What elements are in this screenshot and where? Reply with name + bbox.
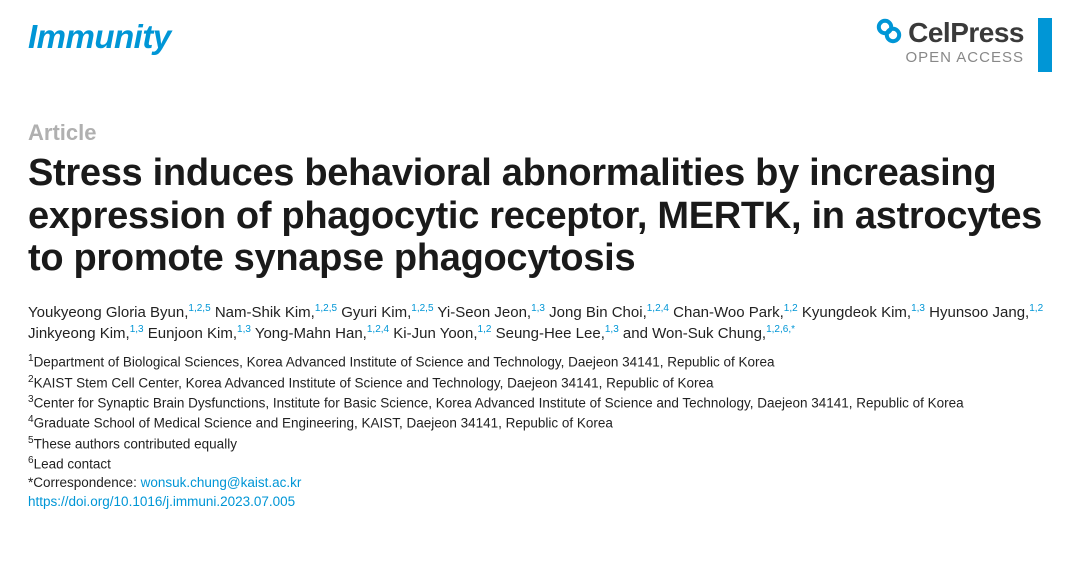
author-list: Youkyeong Gloria Byun,1,2,5 Nam-Shik Kim… [28,302,1052,345]
affiliation: 5These authors contributed equally [28,434,1052,454]
author-affs: 1,2,5 [411,303,433,314]
author: Nam-Shik Kim, [215,304,315,321]
author: Jinkyeong Kim, [28,325,130,342]
author-affs: 1,2,4 [647,303,669,314]
affiliation: 3Center for Synaptic Brain Dysfunctions,… [28,393,1052,413]
author-affs: 1,2 [784,303,798,314]
author-affs: 1,3 [605,324,619,335]
author: Won-Suk Chung, [652,325,766,342]
correspondence-email[interactable]: wonsuk.chung@kaist.ac.kr [141,475,302,490]
cellpress-link-icon [876,18,902,48]
author: Kyungdeok Kim, [802,304,911,321]
article-type: Article [28,120,1052,146]
publisher-block: CelPress OPEN ACCESS [876,18,1052,72]
affiliation: 1Department of Biological Sciences, Kore… [28,352,1052,372]
author-affs: 1,2,4 [367,324,389,335]
author-affs: 1,2 [1029,303,1043,314]
journal-name: Immunity [28,18,171,56]
affiliation: 2KAIST Stem Cell Center, Korea Advanced … [28,373,1052,393]
correspondence-line: *Correspondence: wonsuk.chung@kaist.ac.k… [28,474,1052,493]
author: Yi-Seon Jeon, [437,304,531,321]
publisher-logo: CelPress [876,18,1024,48]
open-access-label: OPEN ACCESS [905,50,1024,65]
header-row: Immunity CelPress OPEN ACCESS [28,18,1052,72]
author: Hyunsoo Jang, [929,304,1029,321]
author-affs: 1,2,6,* [766,324,795,335]
publisher-text-wrap: CelPress OPEN ACCESS [876,18,1024,65]
author-affs: 1,2 [478,324,492,335]
author-affs: 1,3 [237,324,251,335]
author-affs: 1,3 [531,303,545,314]
publisher-name-prefix: Cel [908,17,950,48]
affiliation: 4Graduate School of Medical Science and … [28,413,1052,433]
author-affs: 1,3 [130,324,144,335]
author-affs: 1,2,5 [188,303,210,314]
accent-bar [1038,18,1052,72]
doi-link[interactable]: https://doi.org/10.1016/j.immuni.2023.07… [28,494,295,509]
author: Seung-Hee Lee, [496,325,605,342]
affiliation: 6Lead contact [28,454,1052,474]
publisher-name: CelPress [908,19,1024,47]
author: Youkyeong Gloria Byun, [28,304,188,321]
affiliation-list: 1Department of Biological Sciences, Kore… [28,352,1052,512]
doi-line: https://doi.org/10.1016/j.immuni.2023.07… [28,493,1052,512]
article-title: Stress induces behavioral abnormalities … [28,152,1052,280]
author: Chan-Woo Park, [673,304,784,321]
publisher-name-bold: Press [950,17,1024,48]
author: Gyuri Kim, [341,304,411,321]
author-affs: 1,2,5 [315,303,337,314]
author: Jong Bin Choi, [549,304,647,321]
author-affs: 1,3 [911,303,925,314]
author: Yong-Mahn Han, [255,325,367,342]
author: Ki-Jun Yoon, [393,325,477,342]
author: Eunjoon Kim, [148,325,237,342]
